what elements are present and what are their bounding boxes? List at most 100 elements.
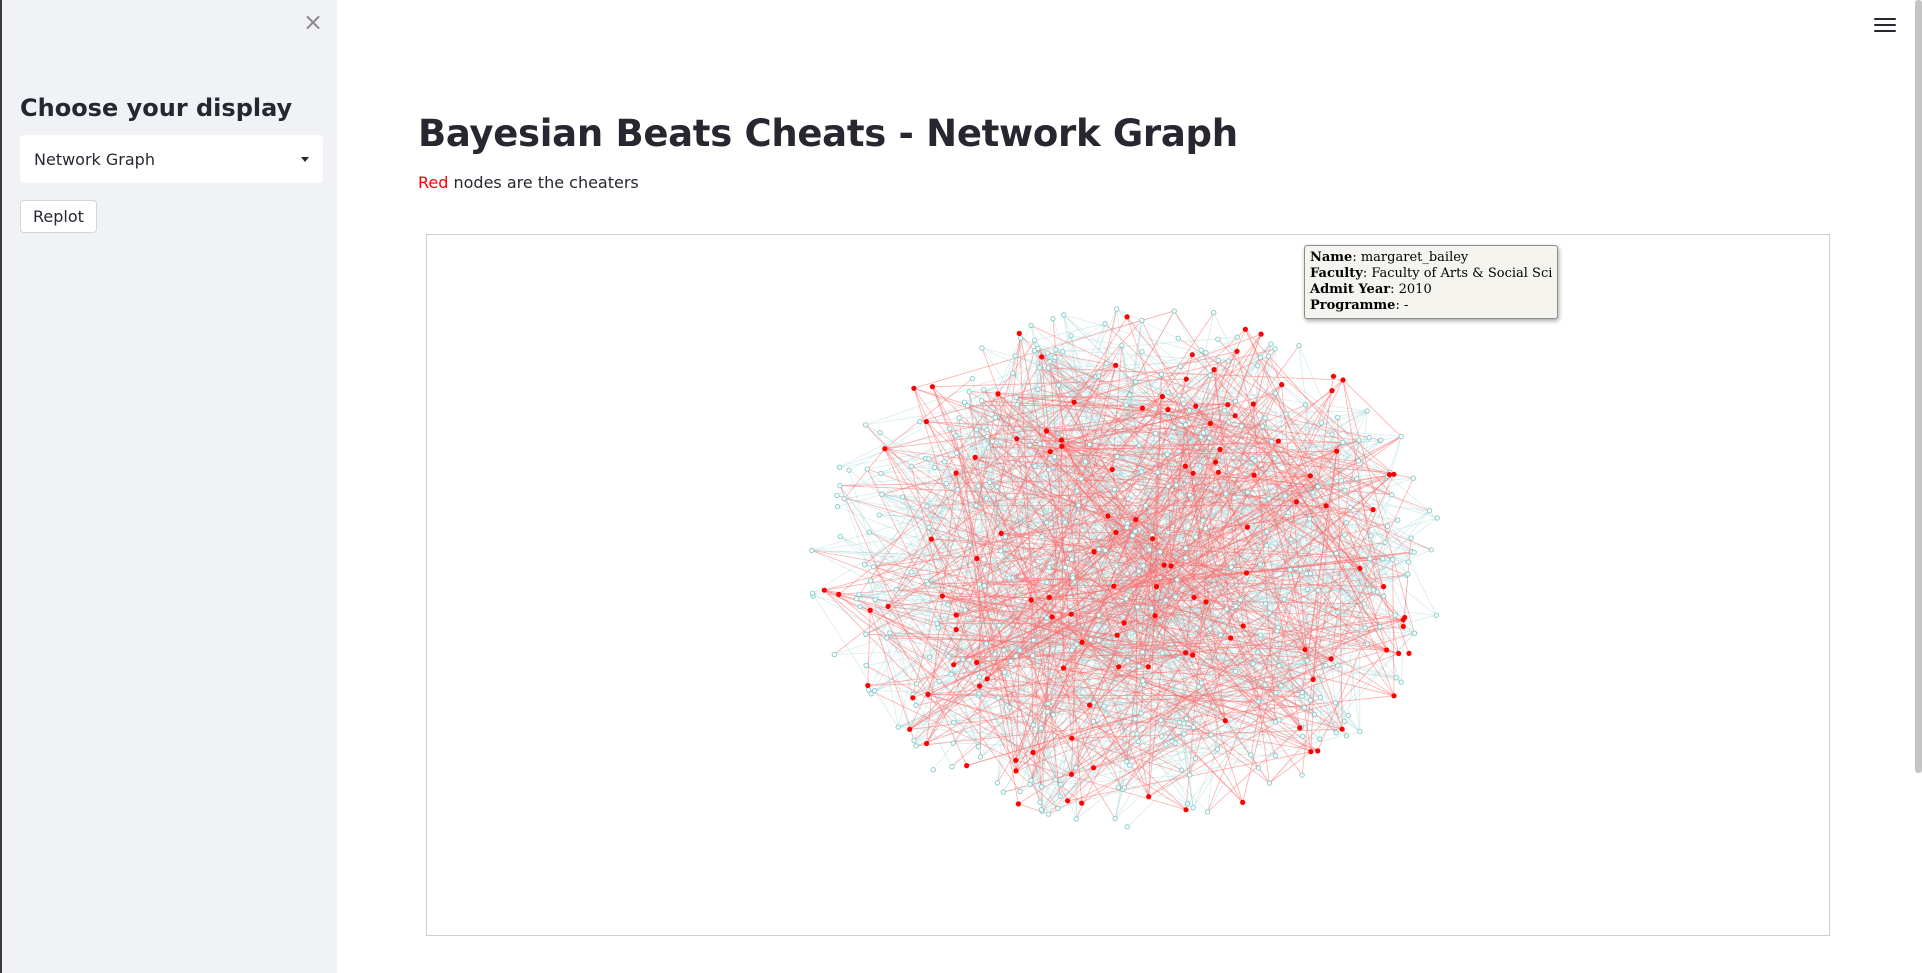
student-node[interactable] <box>1158 371 1165 377</box>
student-node[interactable] <box>950 740 956 746</box>
cheater-node[interactable] <box>1068 611 1074 617</box>
cheater-node[interactable] <box>1222 718 1228 724</box>
student-node[interactable] <box>924 503 930 510</box>
student-node[interactable] <box>953 433 959 439</box>
student-node[interactable] <box>979 345 985 351</box>
student-node[interactable] <box>1028 777 1034 784</box>
cheater-node[interactable] <box>1190 652 1196 658</box>
student-node[interactable] <box>1364 408 1370 414</box>
student-node[interactable] <box>1030 722 1037 728</box>
student-node[interactable] <box>1124 758 1130 765</box>
student-node[interactable] <box>1204 809 1211 815</box>
cheater-node[interactable] <box>1402 614 1408 621</box>
student-node[interactable] <box>930 767 936 773</box>
student-node[interactable] <box>1050 316 1056 322</box>
cheater-node[interactable] <box>1150 536 1156 542</box>
network-graph[interactable]: Name: margaret_bailey Faculty: Faculty o… <box>426 234 1830 936</box>
cheater-node[interactable] <box>923 419 929 425</box>
student-node[interactable] <box>1136 663 1142 669</box>
student-node[interactable] <box>1398 433 1404 440</box>
student-node[interactable] <box>994 780 1001 786</box>
student-node[interactable] <box>1006 575 1012 581</box>
student-node[interactable] <box>1428 547 1434 553</box>
student-node[interactable] <box>1134 731 1140 737</box>
student-node[interactable] <box>1381 593 1387 599</box>
student-node[interactable] <box>1203 350 1209 356</box>
student-node[interactable] <box>1266 496 1272 502</box>
cheater-node[interactable] <box>1079 639 1085 645</box>
student-node[interactable] <box>1017 647 1023 654</box>
student-node[interactable] <box>1272 390 1279 396</box>
student-node[interactable] <box>995 695 1001 701</box>
cheater-node[interactable] <box>1071 399 1077 405</box>
student-node[interactable] <box>1343 733 1350 739</box>
student-node[interactable] <box>1060 349 1066 355</box>
student-node[interactable] <box>1232 398 1239 404</box>
student-node[interactable] <box>853 596 860 602</box>
student-node[interactable] <box>1127 762 1133 768</box>
hamburger-menu-icon[interactable] <box>1874 14 1896 36</box>
student-node[interactable] <box>1285 510 1291 516</box>
student-node[interactable] <box>926 456 932 462</box>
student-node[interactable] <box>1335 414 1341 421</box>
student-node[interactable] <box>1382 539 1388 545</box>
student-node[interactable] <box>976 674 983 680</box>
student-node[interactable] <box>1262 415 1268 421</box>
cheater-node[interactable] <box>928 536 934 542</box>
student-node[interactable] <box>979 398 985 404</box>
student-node[interactable] <box>1102 321 1108 327</box>
student-node[interactable] <box>1426 508 1433 514</box>
cheater-node[interactable] <box>1113 362 1119 368</box>
student-node[interactable] <box>1228 564 1234 570</box>
student-node[interactable] <box>1183 545 1189 551</box>
student-node[interactable] <box>1234 334 1240 340</box>
cheater-node[interactable] <box>1016 330 1022 336</box>
cheater-node[interactable] <box>929 384 935 390</box>
student-node[interactable] <box>1027 442 1033 448</box>
cheater-node[interactable] <box>1384 647 1390 653</box>
student-node[interactable] <box>1248 752 1254 758</box>
student-node[interactable] <box>1183 555 1189 561</box>
cheater-node[interactable] <box>1116 664 1122 670</box>
student-node[interactable] <box>966 389 972 395</box>
cheater-node[interactable] <box>953 627 959 633</box>
student-node[interactable] <box>947 425 953 432</box>
student-node[interactable] <box>1090 718 1097 725</box>
student-node[interactable] <box>1055 805 1061 812</box>
student-node[interactable] <box>1378 437 1384 443</box>
student-node[interactable] <box>975 483 981 489</box>
student-node[interactable] <box>1035 345 1041 352</box>
student-node[interactable] <box>975 743 982 750</box>
cheater-node[interactable] <box>1013 757 1019 763</box>
student-node[interactable] <box>1193 625 1200 631</box>
cheater-node[interactable] <box>1109 466 1115 473</box>
student-node[interactable] <box>836 464 843 470</box>
student-node[interactable] <box>1335 663 1341 669</box>
cheater-node[interactable] <box>1133 516 1139 523</box>
display-select[interactable]: Network Graph <box>20 135 323 183</box>
student-node[interactable] <box>992 415 998 421</box>
cheater-node[interactable] <box>882 446 888 452</box>
student-node[interactable] <box>1405 559 1412 565</box>
student-node[interactable] <box>1044 615 1050 621</box>
cheater-node[interactable] <box>1161 562 1167 568</box>
student-node[interactable] <box>1323 662 1329 669</box>
student-node[interactable] <box>1164 451 1170 457</box>
cheater-node[interactable] <box>1046 594 1052 600</box>
student-node[interactable] <box>1208 732 1214 738</box>
student-node[interactable] <box>1044 350 1051 356</box>
replot-button[interactable]: Replot <box>20 200 97 233</box>
cheater-node[interactable] <box>1159 393 1165 400</box>
student-node[interactable] <box>1332 700 1339 706</box>
cheater-node[interactable] <box>1146 794 1152 800</box>
student-node[interactable] <box>989 438 996 445</box>
student-node[interactable] <box>1176 392 1182 399</box>
student-node[interactable] <box>1095 373 1102 379</box>
cheater-node[interactable] <box>984 676 990 682</box>
cheater-node[interactable] <box>1240 623 1246 629</box>
student-node[interactable] <box>1223 491 1229 497</box>
cheater-node[interactable] <box>1234 348 1240 354</box>
cheater-node[interactable] <box>1058 437 1064 443</box>
student-node[interactable] <box>1202 525 1209 532</box>
student-node[interactable] <box>925 581 931 587</box>
